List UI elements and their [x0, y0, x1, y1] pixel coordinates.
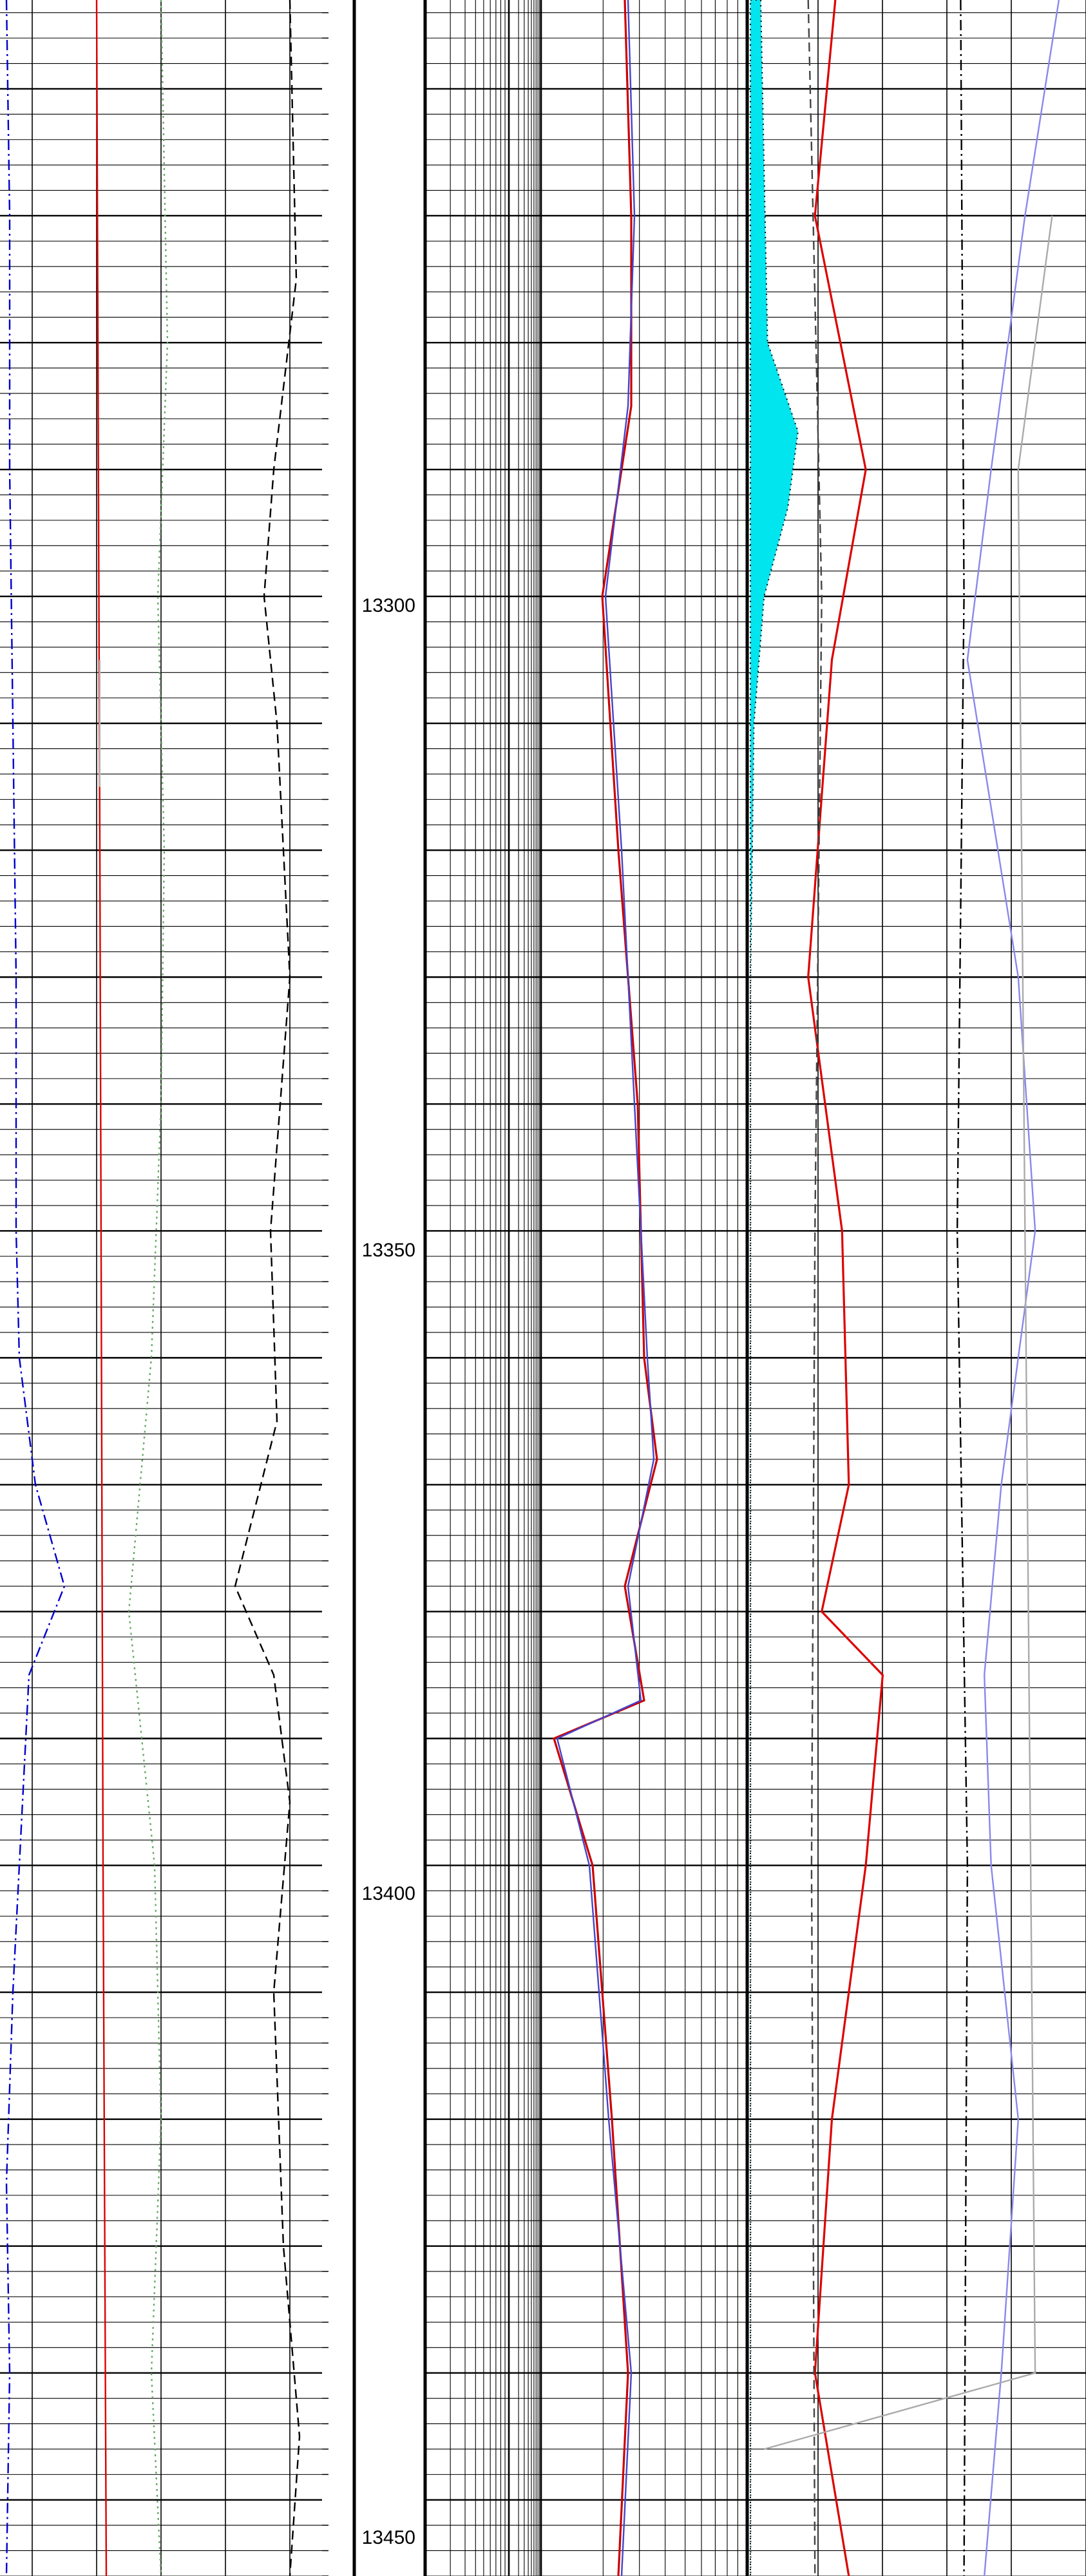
- series-fill-7: [750, 0, 799, 2576]
- series-line-10: [763, 215, 1053, 2450]
- series-line-1: [95, 0, 108, 2576]
- series-line-5: [553, 0, 658, 2576]
- curve-layer: [5, 0, 1060, 2576]
- series-line-11: [956, 0, 969, 2576]
- depth-tick-label: 13300: [362, 595, 415, 616]
- series-line-6: [556, 0, 655, 2576]
- depth-tick-label: 13350: [362, 1240, 415, 1261]
- depth-track: 13300 13350 13400 13450: [362, 595, 415, 2548]
- series-line-4: [234, 0, 301, 2576]
- depth-tick-label: 13450: [362, 2527, 415, 2548]
- series-line-3: [128, 0, 169, 2576]
- series-line-9: [807, 0, 884, 2576]
- series-line-12: [807, 0, 823, 2576]
- depth-tick-label: 13400: [362, 1883, 415, 1904]
- series-line-0: [5, 0, 66, 2576]
- series-line-8: [966, 0, 1060, 2576]
